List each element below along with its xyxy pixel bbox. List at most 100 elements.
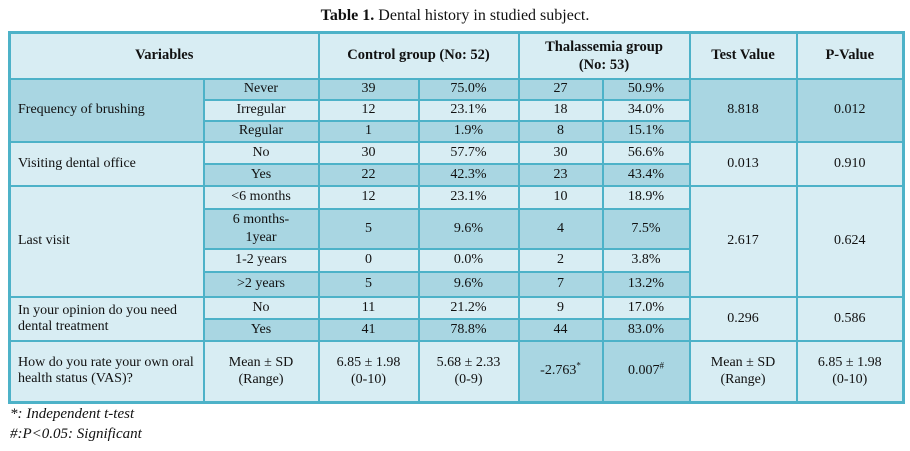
t-test-superscript: * [576,360,581,371]
cell-sub-label: Mean ± SD (Range) [202,339,320,404]
cell-thal-pct: 34.0% [601,98,691,122]
cell-test-value: 8.818 [688,77,798,143]
table-caption-label: Table 1. [320,7,375,24]
cell-control-n: 39 [317,77,420,101]
table-caption: Table 1. Dental history in studied subje… [8,7,902,25]
cell-t-statistic: -2.763* [517,339,604,404]
table-row: In your opinion do you need dental treat… [8,295,905,342]
cell-sub-label: No [202,140,320,165]
cell-test-value: 2.617 [688,184,798,298]
cell-thal-n: 8 [517,119,604,143]
cell-control-pct: 78.8% [417,317,520,342]
cell-control-mean2: 5.68 ± 2.33 (0-9) [417,339,520,404]
cell-p-value: 6.85 ± 1.98 (0-10) [795,339,905,404]
cell-control-n: 5 [317,270,420,298]
cell-test-value: Mean ± SD (Range) [688,339,798,404]
cell-thal-pct: 7.5% [601,207,691,250]
cell-control-pct: 75.0% [417,77,520,101]
cell-control-pct: 9.6% [417,207,520,250]
table-row: 1-2 years 0 0.0% 2 3.8% [10,247,904,273]
cell-thal-pct: 56.6% [601,140,691,165]
cell-variable: How do you rate your own oral health sta… [8,339,205,404]
cell-thal-n: 2 [517,247,604,273]
cell-variable: In your opinion do you need dental treat… [8,295,205,342]
cell-control-n: 0 [317,247,420,273]
cell-thal-pct: 3.8% [601,247,691,273]
cell-thal-pct: 18.9% [601,184,691,210]
header-test-value: Test Value [688,31,798,80]
cell-control-n: 30 [317,140,420,165]
cell-thal-n: 10 [517,184,604,210]
cell-thal-n: 4 [517,207,604,250]
cell-control-pct: 9.6% [417,270,520,298]
cell-t-p-value: 0.007# [601,339,691,404]
cell-thal-pct: 83.0% [601,317,691,342]
cell-control-n: 12 [317,184,420,210]
table-row: 6 months- 1year 5 9.6% 4 7.5% [10,207,904,250]
cell-thal-pct: 13.2% [601,270,691,298]
cell-control-pct: 1.9% [417,119,520,143]
header-thalassemia-group: Thalassemia group (No: 53) [517,31,691,80]
cell-thal-n: 9 [517,295,604,320]
cell-thal-n: 7 [517,270,604,298]
cell-sub-label: 6 months- 1year [202,207,320,250]
cell-test-value: 0.296 [688,295,798,342]
cell-control-pct: 57.7% [417,140,520,165]
cell-sub-label: Regular [202,119,320,143]
footnote-ttest: *: Independent t-test [10,406,135,422]
table-caption-text: Dental history in studied subject. [374,7,590,24]
cell-sub-label: Yes [202,317,320,342]
cell-thal-pct: 17.0% [601,295,691,320]
cell-sub-label: 1-2 years [202,247,320,273]
table-row: Regular 1 1.9% 8 15.1% [10,119,904,143]
cell-thal-n: 23 [517,162,604,187]
cell-thal-n: 18 [517,98,604,122]
cell-control-n: 1 [317,119,420,143]
table-row: Visiting dental office No 30 57.7% 30 56… [8,140,905,187]
cell-p-value: 0.012 [795,77,905,143]
cell-p-value: 0.910 [795,140,905,187]
cell-variable: Last visit [8,184,205,298]
cell-sub-label: >2 years [202,270,320,298]
cell-control-pct: 42.3% [417,162,520,187]
footnotes: *: Independent t-test #:P<0.05: Signific… [10,404,142,445]
table-row: Irregular 12 23.1% 18 34.0% [10,98,904,122]
cell-control-mean: 6.85 ± 1.98 (0-10) [317,339,420,404]
table-row: Last visit <6 months 12 23.1% 10 18.9% 2… [8,184,905,298]
cell-thal-n: 30 [517,140,604,165]
cell-p-value: 0.624 [795,184,905,298]
cell-p-value: 0.586 [795,295,905,342]
significance-superscript: # [659,360,665,371]
cell-control-pct: 0.0% [417,247,520,273]
cell-sub-label: Irregular [202,98,320,122]
cell-thal-n: 27 [517,77,604,101]
cell-test-value: 0.013 [688,140,798,187]
cell-thal-pct: 15.1% [601,119,691,143]
cell-control-pct: 23.1% [417,98,520,122]
header-row: Variables Control group (No: 52) Thalass… [8,31,905,80]
table-row: >2 years 5 9.6% 7 13.2% [10,270,904,298]
dental-history-table: Variables Control group (No: 52) Thalass… [8,31,906,404]
cell-control-pct: 21.2% [417,295,520,320]
cell-sub-label: Never [202,77,320,101]
header-variables: Variables [8,31,320,80]
cell-control-n: 11 [317,295,420,320]
cell-variable: Visiting dental office [8,140,205,187]
header-p-value: P-Value [795,31,905,80]
table-row: Frequency of brushing Never 39 75.0% 27 … [8,77,905,143]
table-row: Yes 22 42.3% 23 43.4% [10,162,904,187]
cell-variable: Frequency of brushing [8,77,205,143]
cell-control-n: 12 [317,98,420,122]
cell-control-pct: 23.1% [417,184,520,210]
cell-sub-label: <6 months [202,184,320,210]
cell-control-n: 22 [317,162,420,187]
header-control-group: Control group (No: 52) [317,31,520,80]
cell-control-n: 41 [317,317,420,342]
cell-sub-label: Yes [202,162,320,187]
cell-thal-pct: 43.4% [601,162,691,187]
cell-sub-label: No [202,295,320,320]
cell-control-n: 5 [317,207,420,250]
cell-thal-pct: 50.9% [601,77,691,101]
table-row: Yes 41 78.8% 44 83.0% [10,317,904,342]
